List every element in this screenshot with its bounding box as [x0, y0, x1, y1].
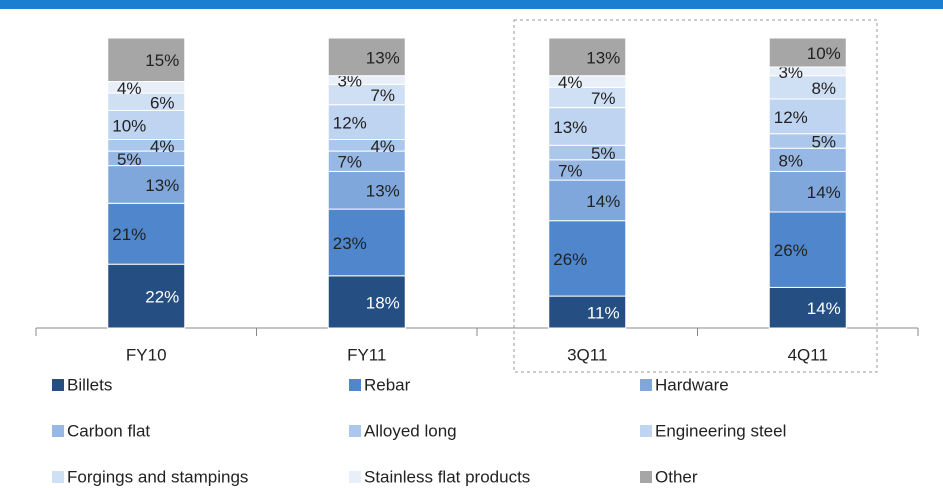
bar-segment [327, 170, 406, 210]
data-label: 7% [370, 86, 395, 105]
data-label: 13% [366, 48, 400, 67]
bar-segment [548, 295, 627, 329]
legend-label: Alloyed long [364, 421, 457, 440]
legend-swatch [349, 425, 361, 437]
data-label: 8% [778, 151, 803, 170]
legend-label: Rebar [364, 375, 411, 394]
legend-label: Engineering steel [655, 421, 786, 440]
legend-swatch [640, 379, 652, 391]
legend-swatch [349, 471, 361, 483]
data-label: 6% [150, 93, 175, 112]
legend-swatch [640, 471, 652, 483]
bar-segment [548, 107, 627, 146]
data-label: 22% [145, 288, 179, 307]
data-label: 21% [112, 225, 146, 244]
bar-segment [107, 37, 186, 82]
header-bar [0, 0, 943, 9]
data-label: 7% [591, 89, 616, 108]
data-label: 10% [112, 116, 146, 135]
data-label: 3% [337, 72, 362, 91]
data-label: 5% [591, 144, 616, 163]
legend-swatch [640, 425, 652, 437]
x-tick-label: 4Q11 [788, 345, 828, 364]
data-label: 26% [774, 241, 808, 260]
x-tick-label: FY10 [126, 345, 167, 364]
data-label: 14% [807, 183, 841, 202]
bar-segment [548, 179, 627, 222]
legend-label: Stainless flat products [364, 467, 530, 486]
data-label: 4% [558, 73, 583, 92]
data-label: 23% [333, 234, 367, 253]
legend-label: Forgings and stampings [67, 467, 248, 486]
data-label: 13% [366, 182, 400, 201]
data-label: 4% [150, 137, 175, 156]
bar-segment [107, 263, 186, 329]
bar-segment [107, 165, 186, 204]
data-label: 3% [778, 63, 803, 82]
bar-segment [107, 202, 186, 265]
x-tick-label: 3Q11 [567, 345, 607, 364]
data-label: 26% [553, 250, 587, 269]
highlight-box [513, 19, 878, 373]
legend-swatch [349, 379, 361, 391]
legend-swatch [52, 379, 64, 391]
legend-label: Other [655, 467, 698, 486]
data-label: 12% [774, 108, 808, 127]
bar-segment [327, 37, 406, 77]
data-label: 13% [553, 118, 587, 137]
legend-label: Billets [67, 375, 112, 394]
legend-label: Hardware [655, 375, 729, 394]
bar-segment [548, 37, 627, 77]
data-label: 8% [811, 79, 836, 98]
data-label: 13% [586, 48, 620, 67]
data-label: 4% [370, 137, 395, 156]
bar-segment [768, 170, 847, 213]
data-label: 14% [807, 299, 841, 318]
bar-segment [327, 208, 406, 277]
data-label: 11% [587, 304, 620, 323]
data-label: 12% [333, 114, 367, 133]
bar-segment [768, 211, 847, 288]
legend-label: Carbon flat [67, 421, 150, 440]
data-label: 18% [366, 293, 400, 312]
data-label: 5% [117, 150, 142, 169]
data-label: 10% [807, 44, 841, 63]
data-label: 7% [558, 161, 583, 180]
bar-segment [327, 275, 406, 329]
data-label: 13% [145, 176, 179, 195]
x-tick-label: FY11 [347, 345, 386, 364]
bar-segment [548, 220, 627, 297]
data-label: 4% [117, 79, 142, 98]
data-label: 15% [145, 51, 179, 70]
legend-swatch [52, 425, 64, 437]
data-label: 7% [337, 153, 362, 172]
bar-segment [327, 104, 406, 140]
bar-segment [768, 37, 847, 68]
legend-swatch [52, 471, 64, 483]
data-label: 5% [811, 132, 836, 151]
data-label: 14% [586, 192, 620, 211]
